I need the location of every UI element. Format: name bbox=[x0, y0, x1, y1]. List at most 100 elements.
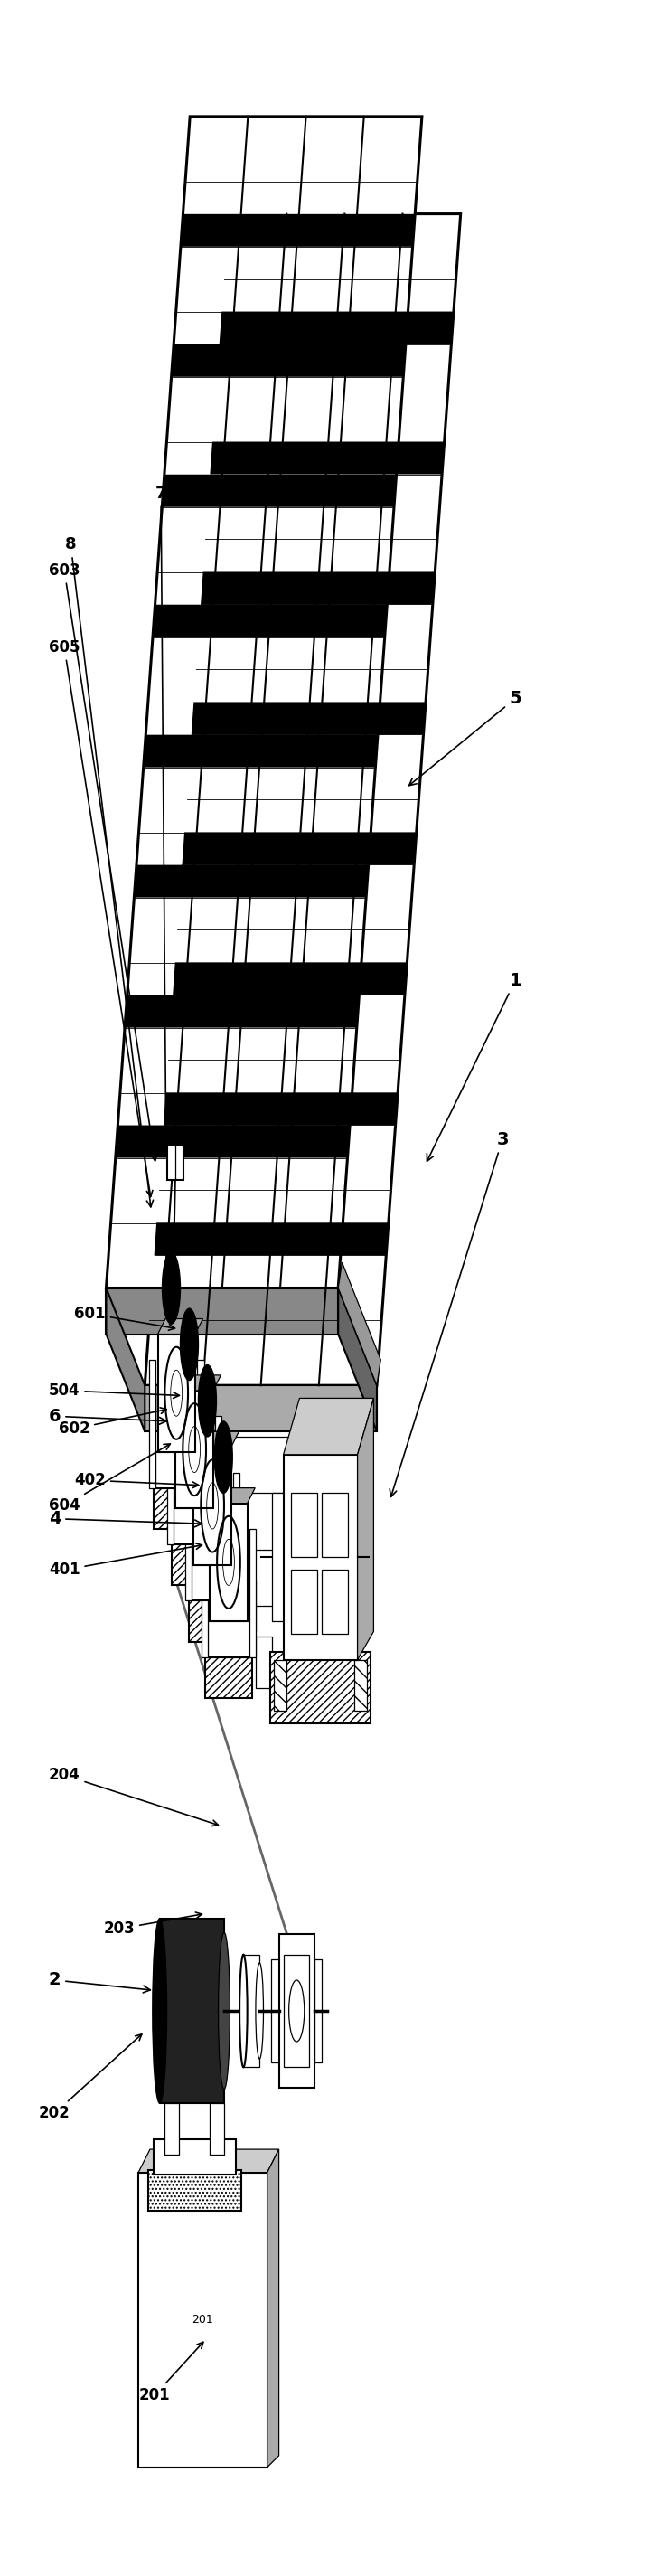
Bar bbox=[153, 2138, 236, 2174]
Bar bbox=[165, 2102, 179, 2154]
Polygon shape bbox=[116, 1126, 350, 1157]
Polygon shape bbox=[139, 2148, 279, 2172]
Polygon shape bbox=[145, 1386, 377, 1432]
Bar bbox=[148, 2169, 242, 2210]
Bar bbox=[204, 1468, 219, 1520]
Circle shape bbox=[180, 1309, 198, 1381]
Bar bbox=[233, 1473, 240, 1600]
Bar bbox=[256, 1636, 272, 1687]
Bar bbox=[185, 1473, 192, 1600]
Text: 604: 604 bbox=[49, 1445, 170, 1515]
Bar bbox=[194, 1448, 231, 1564]
Bar bbox=[156, 1453, 197, 1489]
Bar bbox=[167, 1144, 183, 1180]
Circle shape bbox=[181, 1314, 194, 1365]
Circle shape bbox=[200, 1370, 212, 1422]
Polygon shape bbox=[194, 1432, 239, 1448]
Bar bbox=[201, 1530, 208, 1656]
Bar bbox=[322, 1494, 348, 1556]
Bar bbox=[291, 1569, 317, 1633]
Text: 402: 402 bbox=[74, 1471, 198, 1489]
Polygon shape bbox=[154, 1224, 388, 1255]
Polygon shape bbox=[134, 866, 369, 896]
Polygon shape bbox=[219, 312, 453, 345]
Text: 504: 504 bbox=[49, 1383, 179, 1399]
Bar bbox=[314, 1960, 322, 2063]
Circle shape bbox=[198, 1365, 216, 1437]
Text: 6: 6 bbox=[49, 1406, 166, 1425]
Text: 204: 204 bbox=[49, 1767, 218, 1826]
Ellipse shape bbox=[256, 1963, 263, 2058]
Bar bbox=[357, 1494, 369, 1620]
Polygon shape bbox=[164, 1092, 397, 1126]
Bar bbox=[208, 1620, 250, 1656]
Text: 401: 401 bbox=[49, 1543, 202, 1579]
Bar bbox=[206, 1656, 252, 1698]
Polygon shape bbox=[158, 1319, 203, 1334]
Polygon shape bbox=[338, 1288, 377, 1432]
Ellipse shape bbox=[152, 1919, 167, 2102]
Text: 203: 203 bbox=[103, 1911, 202, 1937]
Text: 5: 5 bbox=[409, 690, 522, 786]
Polygon shape bbox=[176, 1376, 221, 1391]
Bar bbox=[189, 1600, 236, 1641]
Polygon shape bbox=[210, 1489, 255, 1504]
Text: 2: 2 bbox=[49, 1971, 150, 1994]
Polygon shape bbox=[267, 2148, 279, 2468]
Bar bbox=[354, 1659, 367, 1710]
Bar bbox=[197, 1360, 204, 1489]
Bar bbox=[149, 1360, 156, 1489]
Bar bbox=[271, 1651, 371, 1723]
Polygon shape bbox=[125, 994, 359, 1028]
Polygon shape bbox=[152, 605, 387, 636]
Circle shape bbox=[215, 1427, 229, 1479]
Bar bbox=[210, 1504, 247, 1620]
Bar bbox=[250, 1530, 256, 1656]
Polygon shape bbox=[173, 963, 407, 994]
Bar bbox=[244, 1955, 260, 2069]
Bar bbox=[322, 1569, 348, 1633]
Text: 8: 8 bbox=[65, 536, 153, 1208]
Polygon shape bbox=[181, 214, 415, 247]
Text: 202: 202 bbox=[39, 2035, 142, 2123]
Text: 4: 4 bbox=[49, 1510, 202, 1528]
Polygon shape bbox=[191, 703, 426, 734]
Polygon shape bbox=[210, 440, 444, 474]
Text: 7: 7 bbox=[155, 484, 170, 1146]
Circle shape bbox=[214, 1422, 233, 1494]
Polygon shape bbox=[182, 832, 417, 866]
Polygon shape bbox=[162, 474, 396, 507]
Bar bbox=[215, 1417, 222, 1546]
Bar bbox=[173, 1510, 215, 1546]
Polygon shape bbox=[338, 1262, 380, 1386]
Bar bbox=[272, 1494, 283, 1620]
Text: 602: 602 bbox=[58, 1406, 166, 1437]
Bar bbox=[274, 1659, 286, 1710]
Polygon shape bbox=[200, 572, 435, 605]
Polygon shape bbox=[357, 1399, 374, 1659]
Polygon shape bbox=[106, 116, 422, 1288]
Bar bbox=[167, 1417, 173, 1546]
Bar bbox=[284, 1955, 309, 2069]
Bar bbox=[192, 1564, 233, 1600]
Bar bbox=[271, 1960, 279, 2063]
Polygon shape bbox=[145, 214, 461, 1386]
Bar bbox=[291, 1494, 317, 1556]
Text: 1: 1 bbox=[427, 971, 522, 1162]
Bar bbox=[279, 1935, 314, 2087]
Bar bbox=[160, 1919, 224, 2102]
Circle shape bbox=[162, 1252, 180, 1324]
Bar bbox=[153, 1489, 200, 1530]
Text: 201: 201 bbox=[192, 2313, 214, 2326]
Text: 603: 603 bbox=[49, 562, 157, 1162]
Ellipse shape bbox=[240, 1955, 247, 2069]
Text: 3: 3 bbox=[390, 1131, 509, 1497]
Text: 605: 605 bbox=[49, 639, 152, 1198]
Bar bbox=[158, 1334, 195, 1453]
Bar bbox=[210, 2102, 224, 2154]
Bar bbox=[240, 1579, 256, 1631]
Bar bbox=[139, 2172, 267, 2468]
Circle shape bbox=[164, 1257, 177, 1309]
Bar bbox=[283, 1455, 357, 1659]
Polygon shape bbox=[283, 1399, 374, 1455]
